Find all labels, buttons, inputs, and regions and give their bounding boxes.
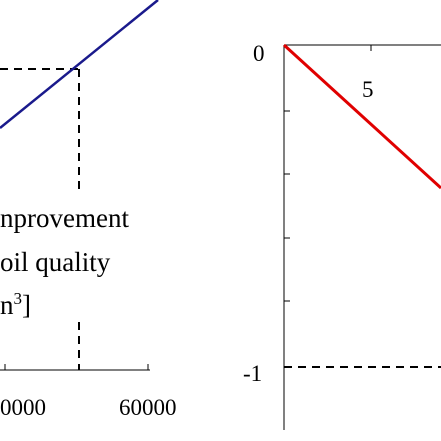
left-x-tick-label-0: 0000: [0, 395, 46, 420]
right-y-tick-label-0: 0: [253, 41, 265, 66]
annotation-line-2: oil quality: [0, 247, 111, 277]
right-y-tick-label-neg1: -1: [243, 361, 262, 386]
left-x-tick-label-1: 60000: [119, 395, 177, 420]
left-series-line: [0, 0, 159, 129]
annotation-line-3-text: n: [0, 290, 14, 320]
right-panel: 0 -1 5: [243, 41, 441, 430]
annotation-line-1: nprovement: [0, 203, 129, 233]
right-x-tick-label-5: 5: [362, 77, 374, 102]
annotation-line-3-superscript: 3: [14, 289, 23, 308]
right-series-line: [282, 43, 441, 190]
annotation-line-3: n3]: [0, 289, 31, 320]
left-panel: nprovement oil quality n3] 0000 60000: [0, 0, 177, 420]
annotation-line-3-bracket: ]: [22, 290, 31, 320]
